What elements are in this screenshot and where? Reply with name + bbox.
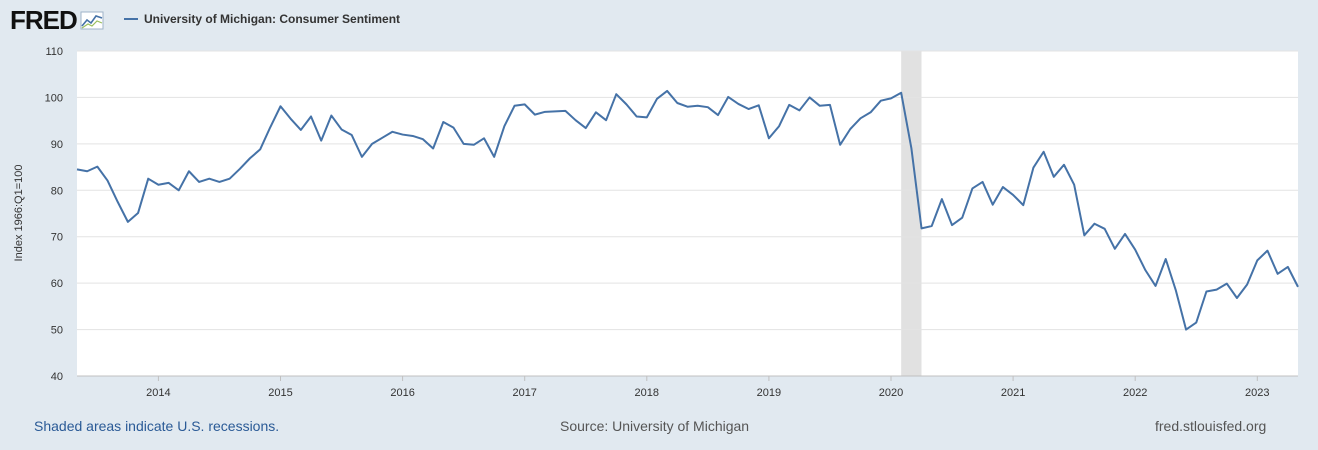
x-axis: 2014 2015 2016 2017 2018 2019 2020 2021 2022 2023 — [146, 376, 1270, 399]
legend-line-swatch — [124, 18, 138, 20]
series-layer — [76, 89, 1299, 331]
y-tick-label-70: 70 — [51, 232, 63, 244]
x-tick-label-2014: 2014 — [146, 387, 170, 399]
chart-legend: University of Michigan: Consumer Sentime… — [124, 12, 400, 26]
y-tick-label-100: 100 — [45, 92, 63, 104]
y-tick-label-90: 90 — [51, 139, 63, 151]
series-line-0[interactable] — [76, 89, 1299, 331]
source-note: Source: University of Michigan — [560, 418, 750, 434]
x-tick-label-2015: 2015 — [268, 387, 292, 399]
y-axis: 40 50 60 70 80 90 100 110 — [45, 46, 63, 383]
legend-series-label[interactable]: University of Michigan: Consumer Sentime… — [144, 12, 401, 26]
x-tick-label-2021: 2021 — [1001, 387, 1025, 399]
y-tick-label-50: 50 — [51, 325, 63, 337]
x-tick-label-2017: 2017 — [512, 387, 536, 399]
y-axis-label: Index 1966:Q1=100 — [13, 165, 25, 262]
y-tick-label-80: 80 — [51, 185, 63, 197]
x-tick-label-2022: 2022 — [1123, 387, 1147, 399]
x-tick-label-2019: 2019 — [757, 387, 781, 399]
x-tick-label-2023: 2023 — [1245, 387, 1269, 399]
plot-background — [77, 51, 1298, 376]
chart-area: 40 50 60 70 80 90 100 110 2014 2015 2016 2017 2018 2… — [0, 42, 1318, 408]
logo-graph-icon — [80, 11, 104, 30]
x-tick-label-2016: 2016 — [390, 387, 414, 399]
x-tick-label-2020: 2020 — [879, 387, 903, 399]
recession-note-link[interactable]: Shaded areas indicate U.S. recessions. — [34, 418, 280, 434]
x-tick-label-2018: 2018 — [635, 387, 659, 399]
y-tick-label-40: 40 — [51, 371, 63, 383]
fred-logo[interactable]: FRED — [10, 6, 104, 34]
y-tick-label-60: 60 — [51, 278, 63, 290]
recession-layer — [901, 51, 922, 376]
recession-band-0 — [901, 51, 922, 376]
header: FRED University of Michigan: Consumer Se… — [0, 0, 1318, 42]
footer: Shaded areas indicate U.S. recessions. S… — [0, 416, 1318, 440]
y-tick-label-110: 110 — [45, 46, 63, 58]
fred-site-link[interactable]: fred.stlouisfed.org — [1155, 418, 1267, 434]
fred-logo-text: FRED — [10, 5, 78, 35]
